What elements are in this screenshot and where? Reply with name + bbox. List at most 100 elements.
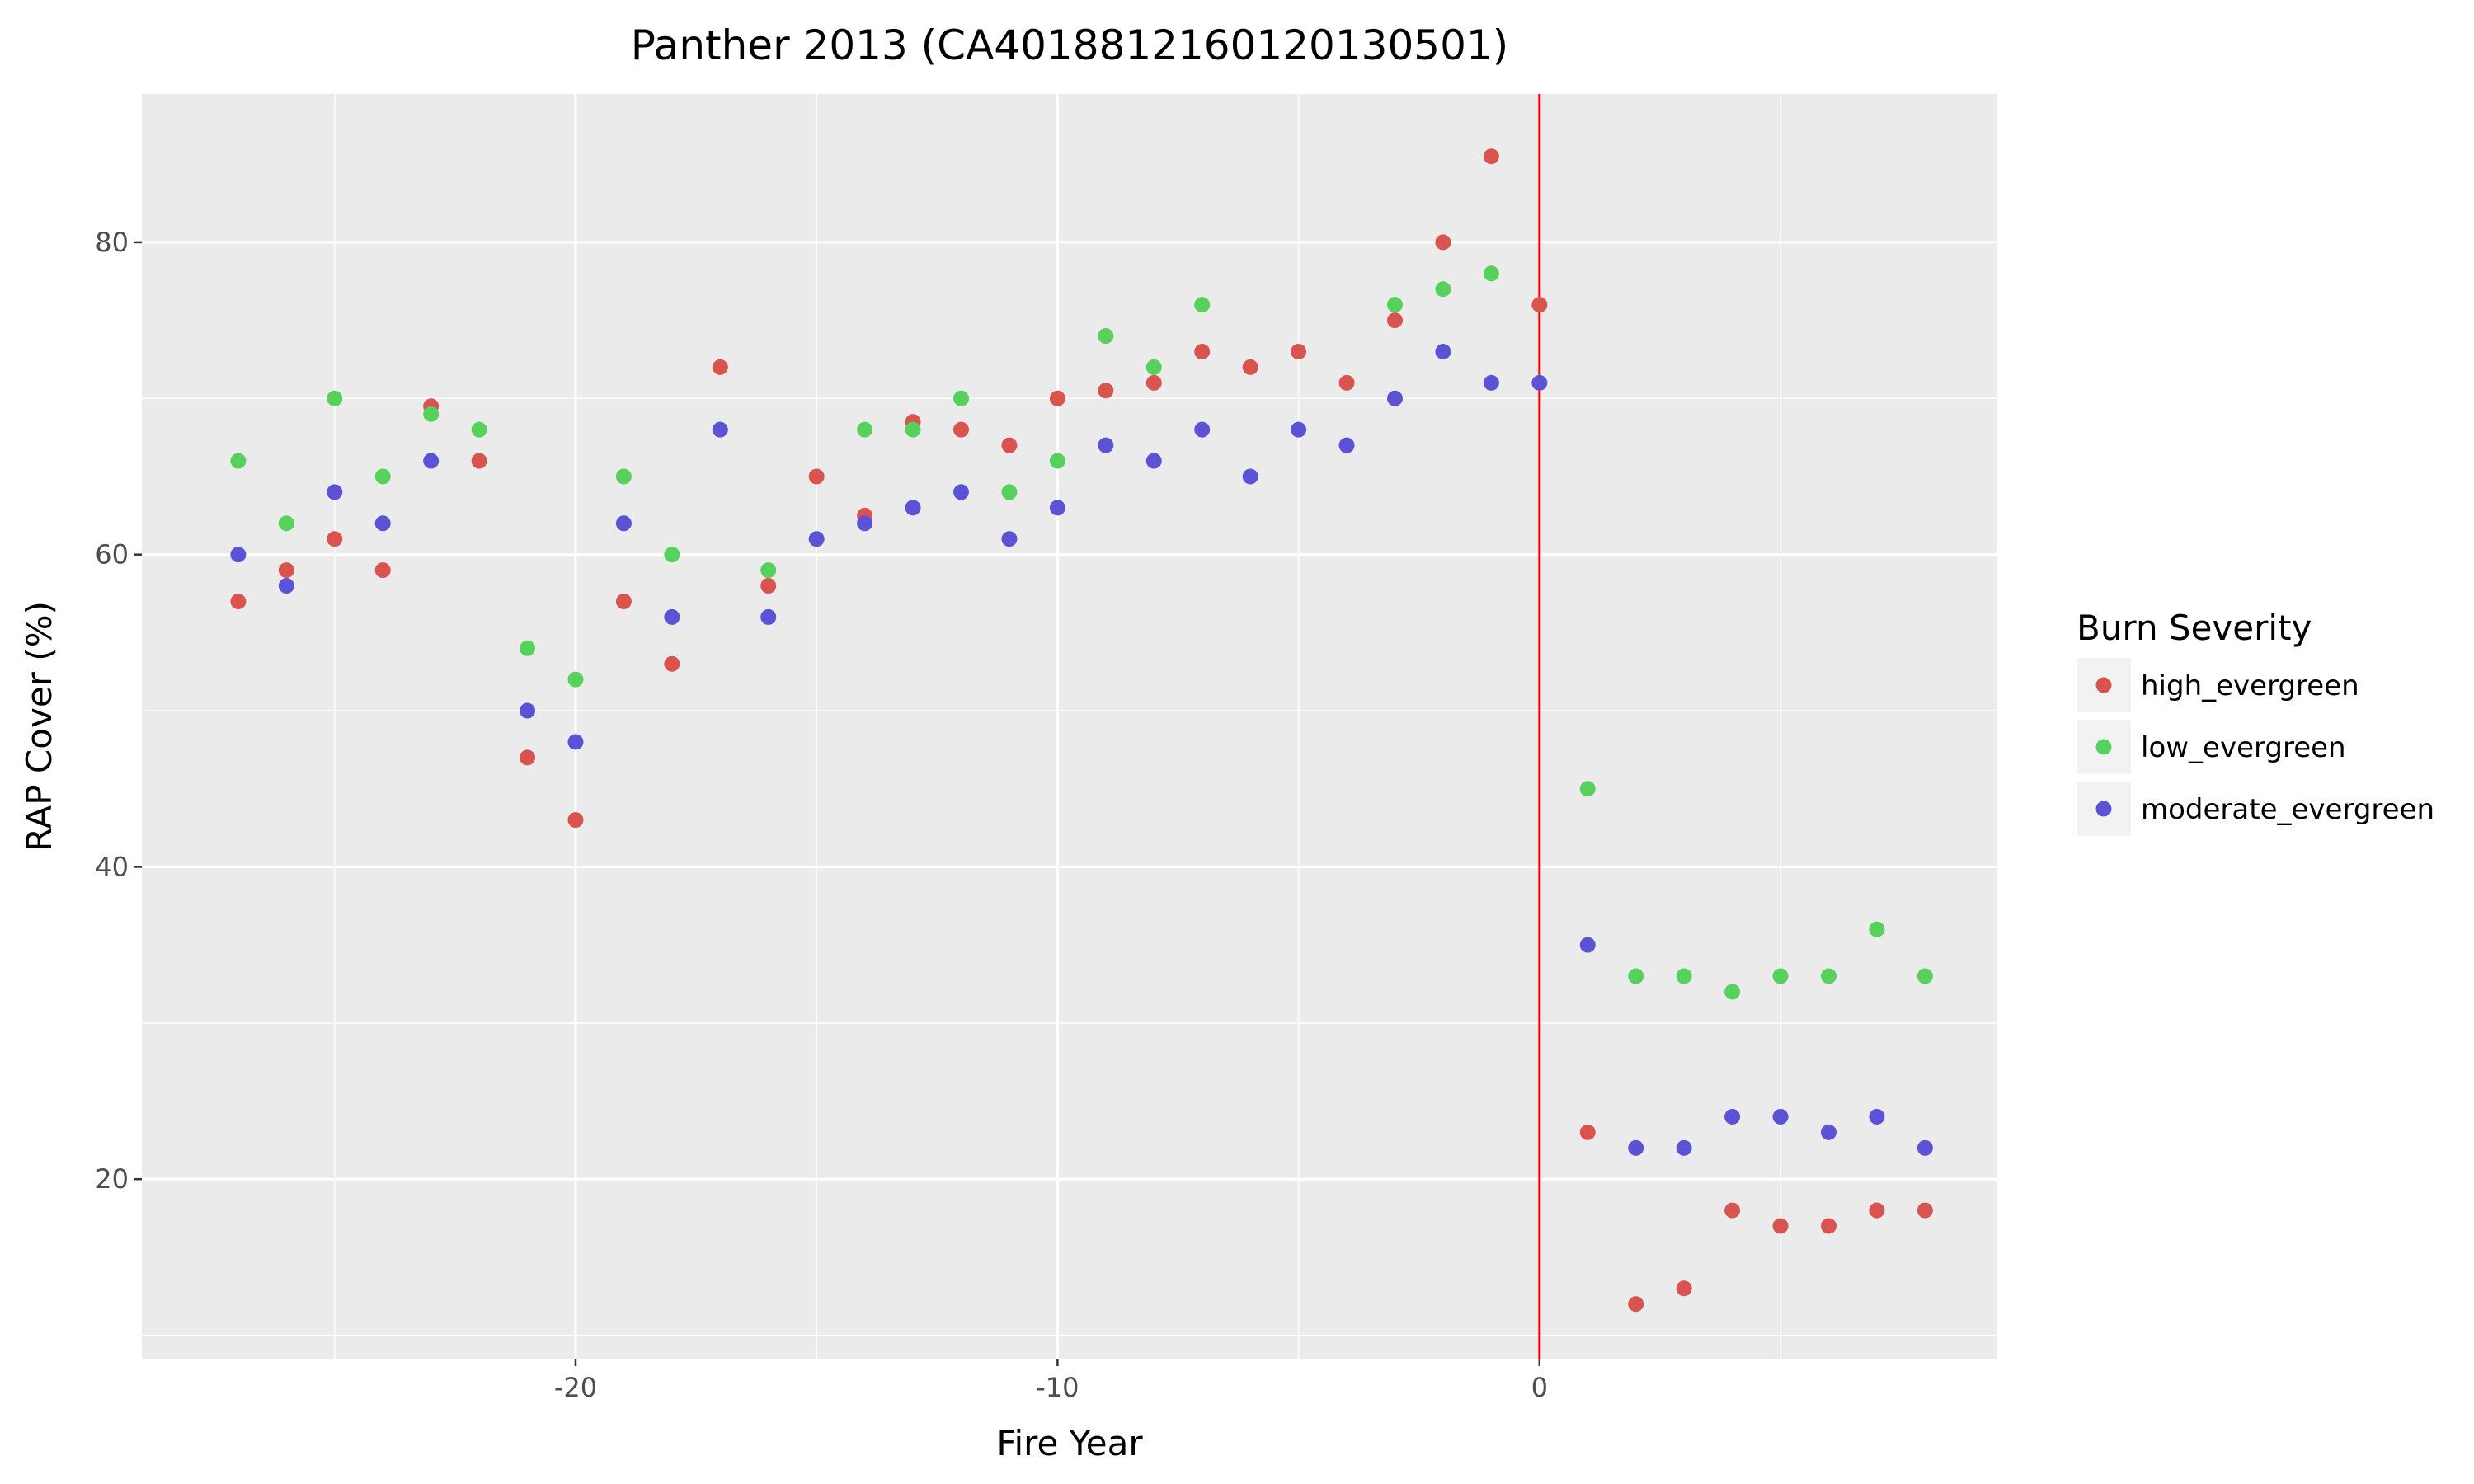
data-point bbox=[1435, 234, 1451, 251]
data-point bbox=[327, 531, 343, 547]
data-point bbox=[374, 562, 391, 579]
data-point bbox=[327, 484, 343, 500]
data-point bbox=[230, 593, 247, 609]
x-axis-title: Fire Year bbox=[996, 1423, 1143, 1463]
data-point bbox=[1724, 984, 1741, 1000]
data-point bbox=[1820, 1124, 1837, 1140]
data-point bbox=[1049, 500, 1065, 516]
data-point bbox=[1049, 390, 1065, 406]
legend-title: Burn Severity bbox=[2077, 608, 2312, 648]
data-point bbox=[1386, 390, 1403, 406]
data-point bbox=[1194, 343, 1211, 359]
data-point bbox=[857, 421, 873, 438]
data-point bbox=[1001, 531, 1018, 547]
data-point bbox=[1145, 359, 1162, 375]
legend-marker bbox=[2095, 801, 2112, 817]
data-point bbox=[567, 671, 584, 688]
data-point bbox=[471, 453, 487, 469]
x-tick-label: 0 bbox=[1531, 1372, 1548, 1403]
chart-title: Panther 2013 (CA4018812160120130501) bbox=[631, 21, 1508, 69]
data-point bbox=[664, 655, 680, 672]
data-point bbox=[1098, 328, 1114, 345]
series-moderate_evergreen bbox=[230, 343, 1933, 1156]
data-point bbox=[567, 812, 584, 829]
data-point bbox=[1386, 312, 1403, 329]
y-tick-label: 80 bbox=[95, 227, 129, 258]
data-point bbox=[1820, 968, 1837, 984]
data-point bbox=[1435, 281, 1451, 298]
data-point bbox=[1628, 1139, 1644, 1156]
data-point bbox=[760, 608, 777, 625]
legend-item: high_evergreen bbox=[2077, 658, 2359, 712]
data-point bbox=[423, 406, 440, 422]
y-tick-label: 60 bbox=[95, 539, 129, 571]
y-axis-ticks: 20 40 60 80 bbox=[95, 227, 142, 1195]
data-point bbox=[953, 484, 970, 500]
data-point bbox=[1917, 1202, 1933, 1219]
data-point bbox=[615, 468, 632, 485]
data-point bbox=[374, 468, 391, 485]
data-point bbox=[1917, 968, 1933, 984]
data-point bbox=[760, 578, 777, 594]
legend-label: low_evergreen bbox=[2141, 731, 2346, 764]
data-point bbox=[1579, 781, 1596, 797]
y-tick-label: 20 bbox=[95, 1163, 129, 1195]
data-point bbox=[520, 640, 536, 656]
data-point bbox=[712, 421, 728, 438]
data-point bbox=[1483, 265, 1499, 282]
data-point bbox=[1628, 1296, 1644, 1313]
data-point bbox=[1820, 1218, 1837, 1234]
data-point bbox=[1242, 468, 1258, 485]
data-point bbox=[953, 421, 970, 438]
data-point bbox=[1098, 383, 1114, 399]
y-tick-label: 40 bbox=[95, 851, 129, 882]
data-point bbox=[278, 515, 294, 532]
data-point bbox=[1001, 484, 1018, 500]
data-point bbox=[471, 421, 487, 438]
data-point bbox=[1291, 421, 1307, 438]
data-point bbox=[374, 515, 391, 532]
data-points bbox=[230, 148, 1933, 1313]
data-point bbox=[520, 702, 536, 719]
legend-item: moderate_evergreen bbox=[2077, 782, 2434, 836]
x-axis-ticks: -20 -10 0 bbox=[554, 1359, 1548, 1403]
data-point bbox=[1579, 937, 1596, 953]
data-point bbox=[567, 734, 584, 750]
data-point bbox=[1194, 421, 1211, 438]
data-point bbox=[1531, 297, 1548, 313]
data-point bbox=[1242, 359, 1258, 375]
data-point bbox=[1049, 453, 1065, 469]
data-point bbox=[1194, 297, 1211, 313]
series-low_evergreen bbox=[230, 265, 1933, 1000]
data-point bbox=[1676, 968, 1692, 984]
data-point bbox=[808, 468, 825, 485]
data-point bbox=[808, 531, 825, 547]
data-point bbox=[327, 390, 343, 406]
data-point bbox=[1772, 1218, 1789, 1234]
data-point bbox=[1724, 1202, 1741, 1219]
data-point bbox=[760, 562, 777, 579]
plot-panel bbox=[142, 94, 1997, 1359]
data-point bbox=[664, 547, 680, 563]
data-point bbox=[1772, 968, 1789, 984]
data-point bbox=[1676, 1139, 1692, 1156]
data-point bbox=[1098, 437, 1114, 453]
data-point bbox=[1869, 1202, 1885, 1219]
data-point bbox=[1869, 1108, 1885, 1125]
legend-item: low_evergreen bbox=[2077, 720, 2346, 774]
data-point bbox=[230, 453, 247, 469]
data-point bbox=[615, 515, 632, 532]
data-point bbox=[712, 359, 728, 375]
data-point bbox=[1483, 374, 1499, 391]
data-point bbox=[1579, 1124, 1596, 1140]
legend-label: high_evergreen bbox=[2141, 669, 2359, 702]
data-point bbox=[1483, 148, 1499, 165]
data-point bbox=[520, 749, 536, 766]
legend-marker bbox=[2095, 677, 2112, 693]
data-point bbox=[1338, 374, 1355, 391]
data-point bbox=[1772, 1108, 1789, 1125]
data-point bbox=[615, 593, 632, 609]
legend-items: high_evergreen low_evergreen moderate_ever… bbox=[2077, 658, 2434, 836]
data-point bbox=[1386, 297, 1403, 313]
data-point bbox=[1435, 343, 1451, 359]
